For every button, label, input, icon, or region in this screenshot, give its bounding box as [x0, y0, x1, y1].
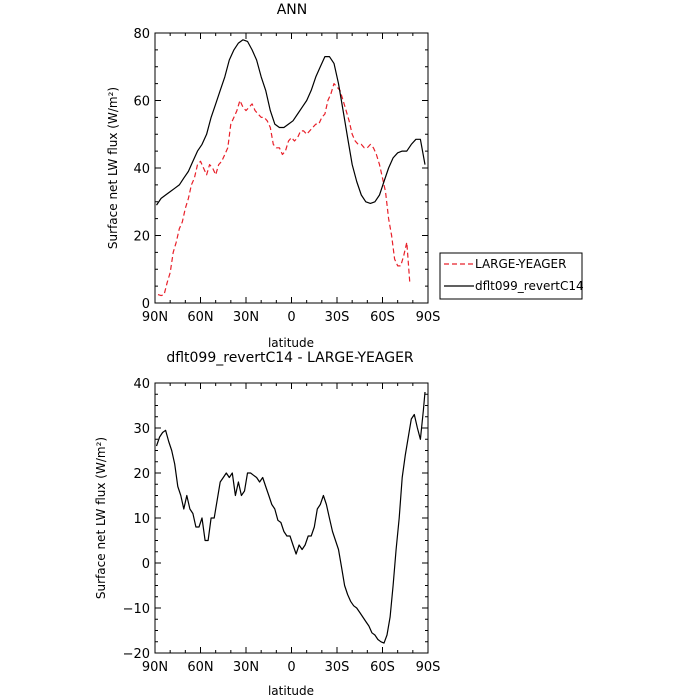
top-y-tick-label: 20: [133, 230, 150, 245]
top-x-tick-label: 60N: [187, 310, 213, 325]
bottom-x-tick-label: 30S: [325, 660, 350, 675]
bottom-x-tick-label: 30N: [233, 660, 259, 675]
top-panel-lines: [156, 39, 426, 297]
bottom-x-tick-label: 0: [287, 660, 295, 675]
bottom-y-tick-label: 30: [133, 422, 150, 437]
top-x-tick-label: 90N: [142, 310, 168, 325]
top-y-tick-label: 0: [142, 297, 150, 312]
bottom-x-tick-label: 90N: [142, 660, 168, 675]
bottom-panel-lines: [155, 391, 426, 644]
legend-label-large-yeager: LARGE-YEAGER: [475, 257, 566, 271]
bottom-panel-title: dflt099_revertC14 - LARGE-YEAGER: [166, 350, 414, 366]
bottom-y-tick-label: 40: [133, 377, 150, 392]
top-y-tick-label: 60: [133, 95, 150, 110]
top-plot-frame: [154, 32, 429, 304]
top-x-tick-label: 30S: [325, 310, 350, 325]
top-panel-ticks: 90N 60N 30N 0 30S 60S 90S 0 20 40 60 80: [133, 27, 440, 325]
top-x-tick-label: 90S: [416, 310, 441, 325]
top-panel: ANN 90N 60N 30N 0 30S 60S 90S 0 20 40 60 80 latitud…: [106, 2, 440, 350]
top-series-line-0: [157, 82, 411, 297]
top-y-tick-label: 40: [133, 162, 150, 177]
bottom-series-line-0: [155, 391, 426, 644]
legend-box: [439, 252, 583, 300]
legend-label-dflt099: dflt099_revertC14: [475, 279, 584, 293]
bottom-y-tick-label: 10: [133, 512, 150, 527]
legend: LARGE-YEAGER dflt099_revertC14: [439, 252, 584, 300]
bottom-plot-frame: [154, 382, 429, 654]
top-panel-title: ANN: [277, 2, 308, 18]
bottom-x-tick-label: 60S: [370, 660, 395, 675]
top-y-axis-label: Surface net LW flux (W/m²): [106, 87, 120, 249]
top-x-tick-label: 30N: [233, 310, 259, 325]
top-x-tick-label: 0: [287, 310, 295, 325]
top-y-tick-label: 80: [133, 27, 150, 42]
bottom-y-tick-label: −10: [123, 602, 150, 617]
top-series-line-1: [156, 39, 426, 206]
bottom-panel: dflt099_revertC14 - LARGE-YEAGER 90N 60N 3…: [94, 350, 440, 698]
bottom-x-axis-label: latitude: [268, 684, 314, 698]
bottom-y-tick-label: −20: [123, 647, 150, 662]
top-x-axis-label: latitude: [268, 336, 314, 350]
bottom-y-axis-label: Surface net LW flux (W/m²): [94, 437, 108, 599]
bottom-panel-ticks: 90N 60N 30N 0 30S 60S 90S −20 −10 0 10 20 30 40: [123, 377, 441, 675]
bottom-y-tick-label: 20: [133, 467, 150, 482]
bottom-x-tick-label: 90S: [416, 660, 441, 675]
top-x-tick-label: 60S: [370, 310, 395, 325]
bottom-y-tick-label: 0: [142, 557, 150, 572]
bottom-x-tick-label: 60N: [187, 660, 213, 675]
